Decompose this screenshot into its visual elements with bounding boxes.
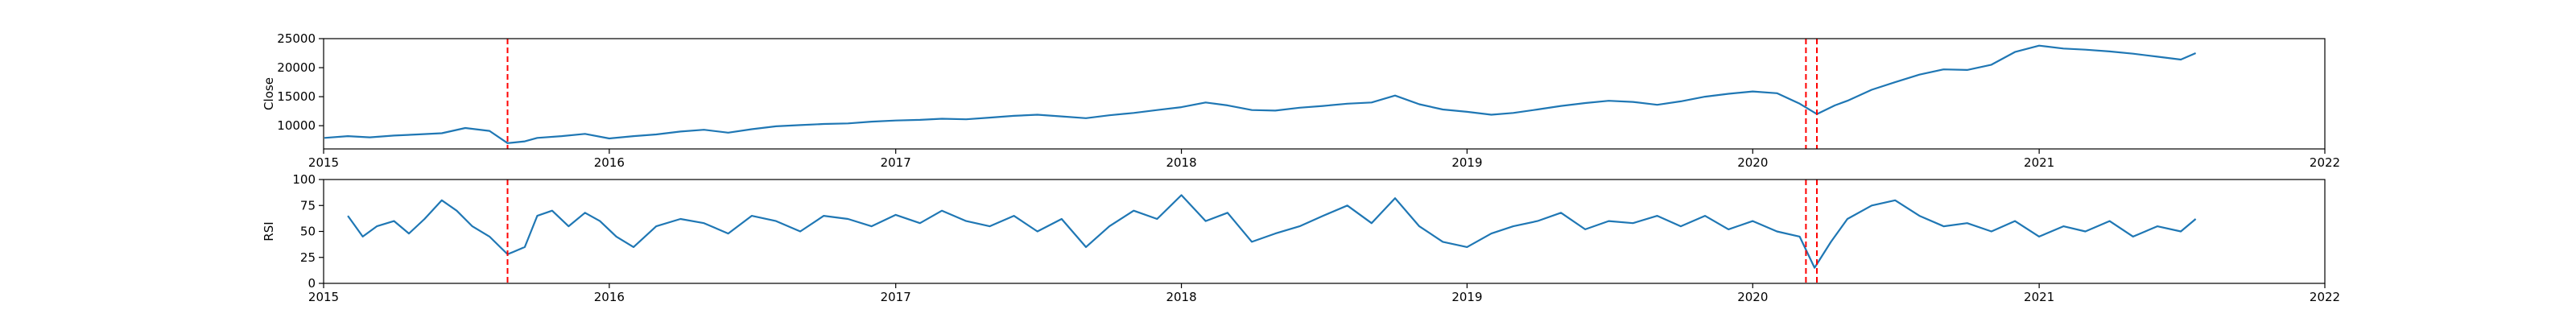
x-tick-label: 2020 (1737, 290, 1768, 304)
y-tick-label: 100 (292, 172, 316, 187)
x-tick-label: 2016 (594, 155, 625, 170)
x-tick-label: 2022 (2310, 155, 2340, 170)
y-tick-label: 50 (300, 225, 316, 239)
x-tick-label: 2016 (594, 290, 625, 304)
x-tick-label: 2020 (1737, 155, 1768, 170)
x-tick-label: 2018 (1166, 290, 1196, 304)
x-tick-label: 2022 (2310, 290, 2340, 304)
y-tick-label: 10000 (277, 118, 316, 133)
y-tick-label: 0 (308, 276, 316, 291)
x-tick-label: 2017 (881, 290, 911, 304)
x-tick-label: 2018 (1166, 155, 1196, 170)
x-tick-label: 2019 (1451, 155, 1482, 170)
close-price-panel: 2015 2016 2017 2018 2019 2020 2021 2022 10000 150… (262, 31, 2340, 170)
x-tick-label: 2021 (2024, 155, 2054, 170)
y-tick-label: 25000 (277, 31, 316, 46)
axes-frame (323, 38, 2326, 150)
x-tick-label: 2017 (881, 155, 911, 170)
y-tick-label: 75 (300, 198, 316, 213)
rsi-panel: 2015 2016 2017 2018 2019 2020 2021 2022 0 25 50 75 1… (262, 172, 2340, 304)
series-line-0 (324, 44, 2197, 144)
y-tick-label: 15000 (277, 89, 316, 104)
y-tick-label: 20000 (277, 60, 316, 75)
series-line-0 (347, 194, 2197, 269)
y-axis-title: Close (262, 77, 276, 110)
y-tick-label: 25 (300, 250, 316, 265)
y-axis-title: RSI (262, 221, 276, 241)
x-tick-label: 2015 (308, 155, 339, 170)
x-tick-label: 2015 (308, 290, 339, 304)
x-tick-label: 2019 (1451, 290, 1482, 304)
x-tick-label: 2021 (2024, 290, 2054, 304)
